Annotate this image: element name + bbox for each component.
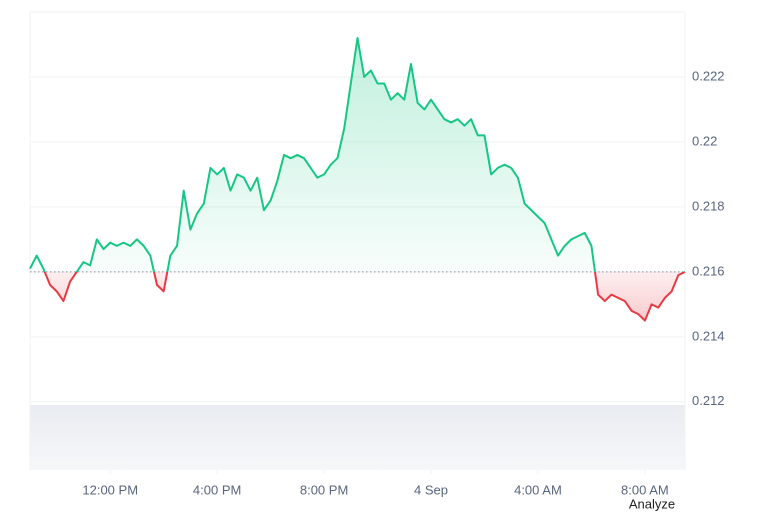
x-tick-label: 12:00 PM [82, 482, 138, 497]
price-area [30, 37, 685, 321]
x-tick-label: 4:00 AM [514, 482, 562, 497]
price-line [29, 36, 686, 322]
x-tick-label: 8:00 PM [300, 482, 348, 497]
volume-band [30, 405, 685, 470]
x-tick-label: 4 Sep [414, 482, 448, 497]
y-tick-label: 0.222 [692, 68, 725, 83]
y-tick-label: 0.214 [692, 328, 725, 343]
y-tick-label: 0.22 [692, 133, 717, 148]
analyze-button[interactable]: Analyze [629, 496, 675, 511]
y-tick-label: 0.218 [692, 198, 725, 213]
x-tick-label: 4:00 PM [193, 482, 241, 497]
y-tick-label: 0.212 [692, 393, 725, 408]
y-tick-label: 0.216 [692, 263, 725, 278]
x-tick-label: 8:00 AM [621, 482, 669, 497]
